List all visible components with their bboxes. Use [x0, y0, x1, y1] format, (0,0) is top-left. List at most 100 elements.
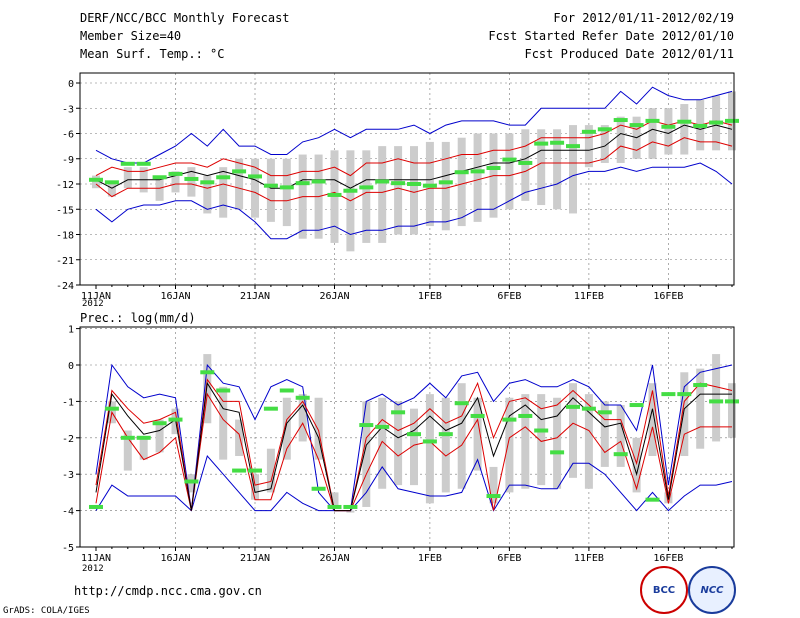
min-line: [95, 454, 733, 512]
obs-marker: [550, 450, 565, 455]
obs-marker: [184, 176, 199, 181]
precipitation-frame: [79, 326, 735, 548]
obs-marker: [120, 161, 135, 166]
x-tick-label: 16JAN: [160, 553, 190, 564]
y-tick-label: 0: [68, 79, 74, 90]
temperature-frame: [79, 72, 735, 286]
x-tick-label: 26JAN: [319, 553, 349, 564]
obs-marker: [200, 180, 215, 185]
obs-marker: [136, 435, 151, 440]
ensemble-box: [266, 448, 275, 493]
obs-marker: [152, 175, 167, 180]
bcc-logo-icon: BCC: [640, 566, 688, 614]
ensemble-box: [251, 158, 259, 218]
y-tick-label: -21: [56, 256, 74, 267]
temperature-axes: 0 -3 -6 -9 -12 -15 -18 -21 -24 11JAN 16JAN 21JAN 26J…: [56, 79, 733, 302]
ensemble-box: [378, 146, 387, 243]
obs-marker: [470, 169, 485, 174]
header-produced-date: Fcst Produced Date 2012/01/11: [524, 47, 734, 61]
obs-marker: [343, 504, 358, 509]
ensemble-box: [362, 150, 371, 243]
y-tick-label: -18: [56, 231, 74, 242]
obs-marker: [581, 129, 596, 134]
obs-marker: [454, 170, 469, 175]
ensemble-box: [92, 175, 100, 189]
mean-line: [95, 124, 733, 189]
ensemble-box: [155, 419, 164, 453]
precipitation-panel: 1 0 -1 -2 -3 -4 -5 11JAN 16JAN 21JAN 26JAN 1FEB 6FEB…: [62, 325, 739, 574]
y-tick-label: 1: [68, 325, 74, 336]
ensemble-box: [330, 492, 339, 507]
ensemble-box: [282, 158, 291, 227]
ensemble-box: [600, 125, 609, 163]
obs-marker: [566, 144, 580, 149]
obs-marker: [486, 494, 501, 499]
ensemble-box: [362, 401, 371, 507]
y-tick-label: -5: [62, 543, 74, 554]
x-tick-label: 11FEB: [574, 291, 604, 302]
lower-line: [95, 137, 733, 202]
temperature-boxes: [92, 91, 736, 252]
obs-marker: [677, 392, 692, 397]
obs-marker: [359, 423, 374, 428]
y-tick-label: -2: [62, 434, 74, 445]
x-tick-label: 26JAN: [319, 291, 349, 302]
ensemble-box: [425, 394, 434, 504]
y-tick-label: -3: [62, 470, 74, 481]
x-tick-label: 1FEB: [418, 291, 442, 302]
obs-marker: [311, 179, 326, 184]
ensemble-box: [648, 108, 657, 159]
header-member-size: Member Size=40: [80, 29, 181, 43]
ensemble-box: [171, 171, 180, 193]
header-variable: Mean Surf. Temp.: °C: [80, 47, 225, 61]
ensemble-box: [712, 354, 721, 442]
obs-marker: [550, 140, 565, 145]
ensemble-box: [584, 125, 593, 168]
footer-url: http://cmdp.ncc.cma.gov.cn: [74, 584, 262, 598]
obs-marker: [454, 401, 469, 406]
y-tick-label: -12: [56, 180, 74, 191]
obs-marker: [597, 127, 612, 132]
ensemble-box: [648, 383, 657, 456]
ensemble-box: [203, 175, 212, 214]
ensemble-box: [457, 383, 466, 489]
obs-marker: [391, 181, 406, 186]
temperature-obs: [89, 118, 739, 197]
ensemble-box: [553, 397, 562, 489]
ensemble-box: [235, 419, 244, 456]
ensemble-box: [410, 408, 418, 486]
ncc-logo-icon: NCC: [688, 566, 736, 614]
obs-marker: [279, 388, 294, 393]
temperature-year-label: 2012: [82, 299, 104, 309]
ensemble-box: [298, 394, 307, 442]
upper-line: [95, 120, 733, 177]
ensemble-box: [489, 466, 498, 504]
obs-marker: [645, 118, 660, 123]
obs-marker: [136, 161, 151, 166]
obs-marker: [184, 479, 199, 484]
obs-marker: [295, 395, 310, 400]
max-line: [95, 363, 733, 512]
obs-marker: [661, 392, 676, 397]
x-tick-label: 11JAN: [81, 291, 111, 302]
ensemble-box: [521, 394, 530, 489]
y-tick-label: -15: [56, 205, 74, 216]
obs-marker: [248, 174, 262, 179]
obs-marker: [391, 410, 406, 415]
x-tick-label: 21JAN: [240, 553, 270, 564]
ensemble-box: [505, 397, 514, 493]
y-tick-label: -24: [56, 281, 74, 292]
obs-marker: [438, 180, 453, 185]
y-tick-label: -9: [62, 155, 74, 166]
ensemble-box: [664, 108, 673, 155]
obs-marker: [359, 185, 374, 190]
obs-marker: [613, 118, 628, 123]
obs-marker: [534, 141, 549, 146]
y-tick-label: -1: [62, 397, 74, 408]
obs-marker: [725, 399, 739, 404]
obs-marker: [725, 118, 739, 123]
x-tick-label: 6FEB: [497, 553, 521, 564]
header-period: For 2012/01/11-2012/02/19: [553, 11, 734, 25]
obs-marker: [375, 179, 390, 184]
